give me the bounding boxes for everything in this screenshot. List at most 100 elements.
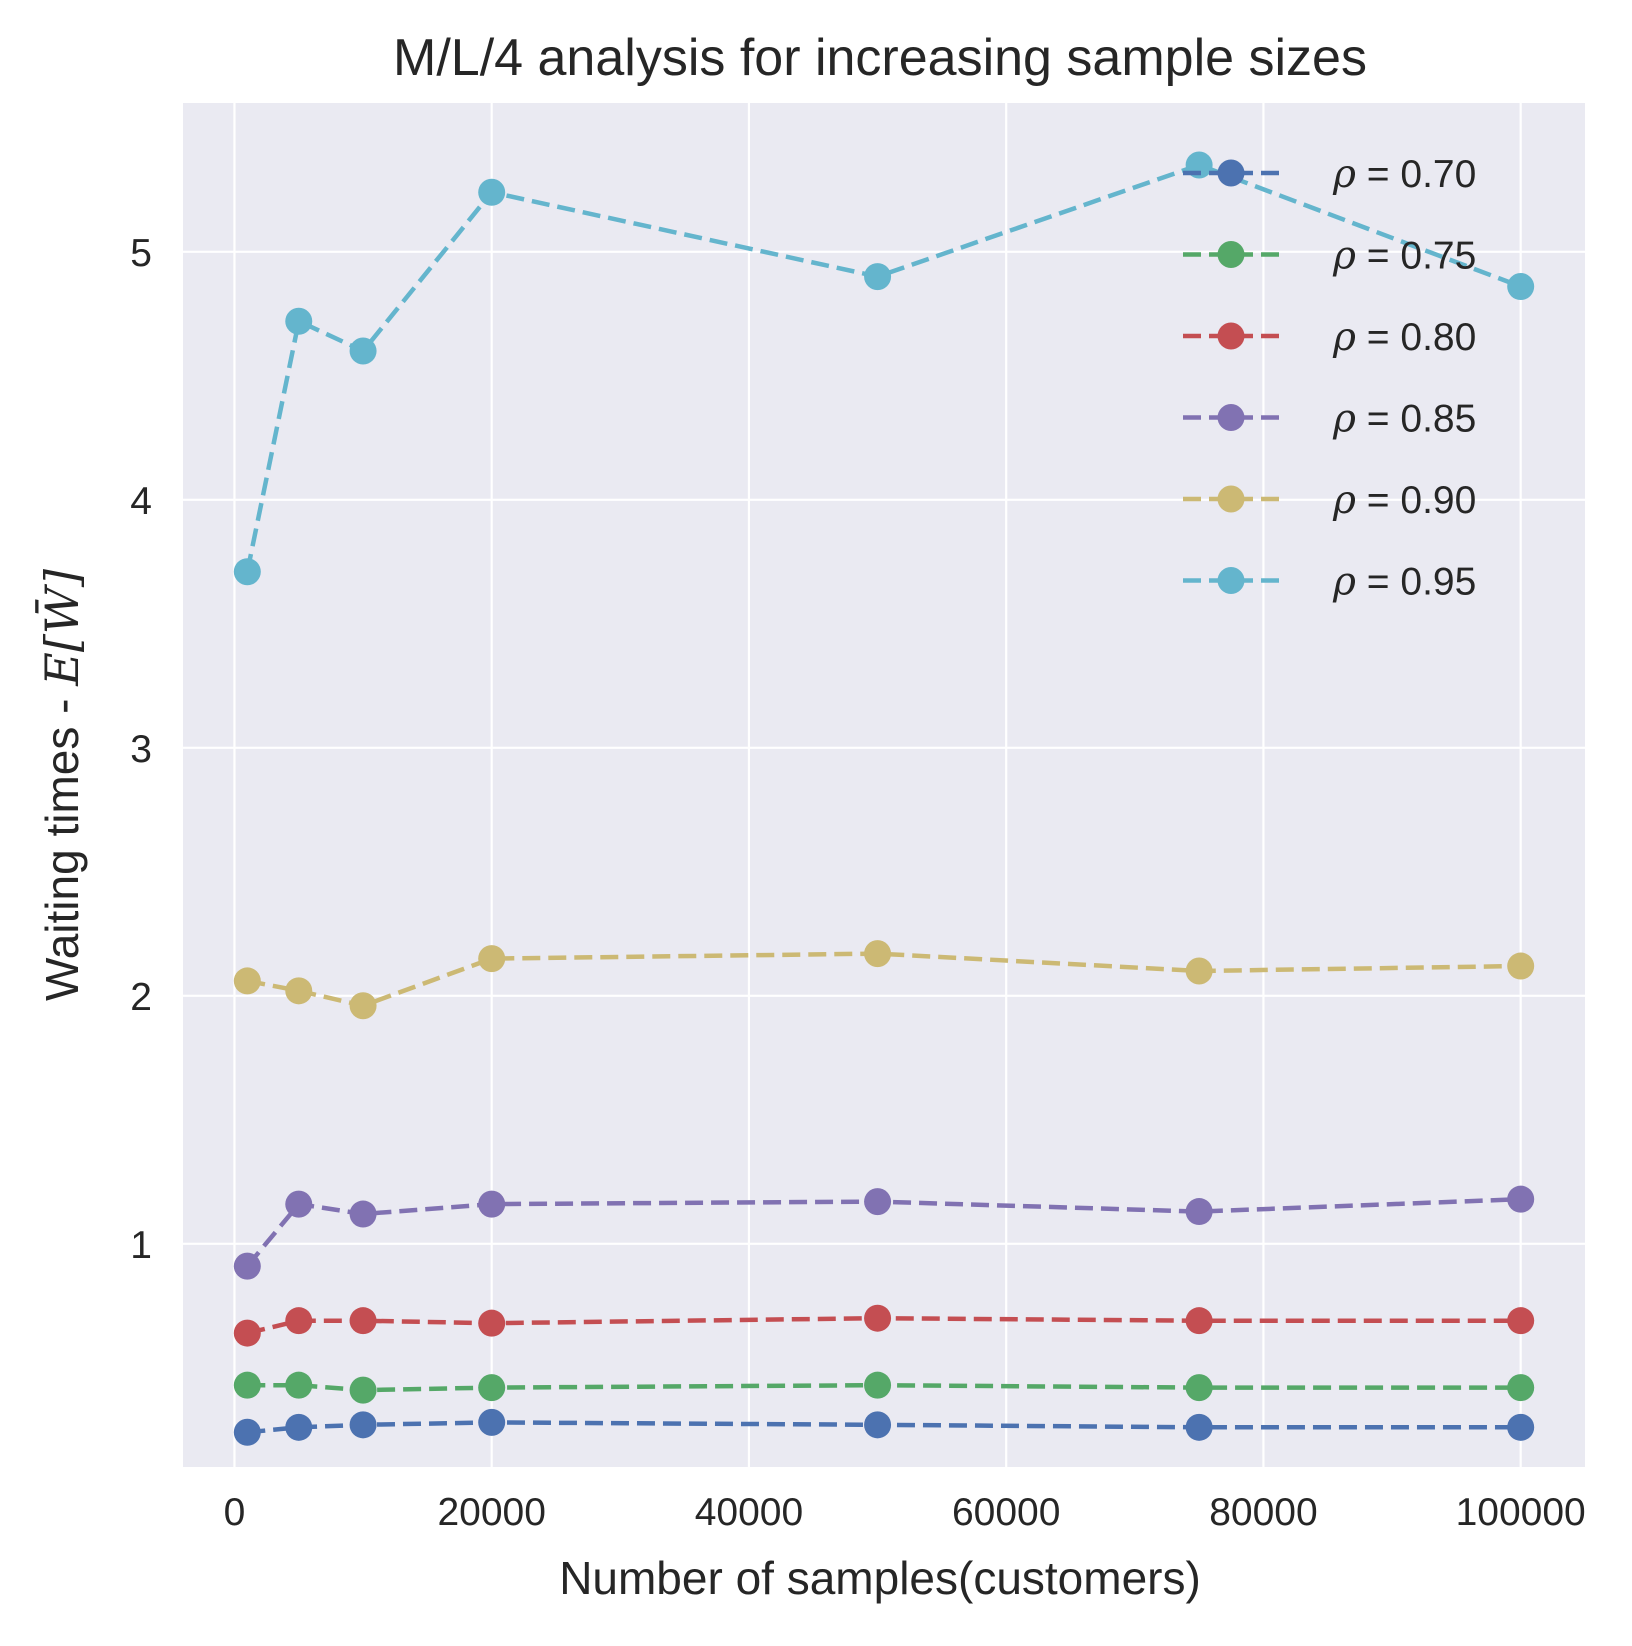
data-point (1507, 1413, 1535, 1441)
data-point (349, 1376, 377, 1404)
legend-entry: ρ = 0.90 (1183, 478, 1476, 523)
legend-symbol: ρ (1332, 152, 1356, 197)
data-point (285, 1307, 313, 1335)
legend: ρ = 0.70ρ = 0.75ρ = 0.80ρ = 0.85ρ = 0.90… (1183, 152, 1476, 605)
legend-label: ρ = 0.85 (1332, 397, 1476, 442)
legend-marker (1217, 404, 1245, 431)
y-tick-label: 5 (130, 232, 152, 275)
series-0.70 (233, 1408, 1535, 1446)
data-point (478, 178, 506, 206)
plot-area (183, 103, 1585, 1467)
data-point (864, 1304, 892, 1332)
legend-marker (1217, 567, 1245, 594)
legend-entry: ρ = 0.80 (1183, 315, 1476, 360)
legend-entry: ρ = 0.95 (1183, 560, 1476, 605)
legend-marker (1217, 485, 1245, 513)
legend-label: ρ = 0.95 (1332, 560, 1476, 605)
data-point (233, 558, 261, 586)
y-tick-label: 2 (130, 976, 152, 1019)
legend-equals: = (1356, 153, 1400, 196)
data-point (478, 1374, 506, 1402)
data-point (1185, 1307, 1213, 1335)
legend-symbol: ρ (1332, 560, 1356, 605)
x-tick-labels: 0 20000 40000 60000 80000 100000 (224, 1491, 1586, 1534)
y-tick-labels: 1 2 3 4 5 (130, 232, 152, 1267)
legend-symbol: ρ (1332, 478, 1356, 523)
data-point (233, 1319, 261, 1347)
data-point (478, 1190, 506, 1218)
data-point (864, 1371, 892, 1399)
legend-symbol: ρ (1332, 234, 1356, 279)
x-tick-label: 20000 (437, 1491, 545, 1534)
y-tick-label: 1 (130, 1224, 152, 1267)
data-point (349, 1411, 377, 1439)
data-point (285, 1190, 313, 1218)
legend-value: 0.90 (1400, 479, 1476, 522)
x-tick-label: 60000 (952, 1491, 1060, 1534)
data-point (349, 992, 377, 1020)
legend-value: 0.75 (1400, 235, 1476, 278)
data-point (478, 1309, 506, 1337)
data-point (864, 940, 892, 968)
data-point (1185, 1413, 1213, 1441)
x-axis-label: Number of samples(customers) (559, 1552, 1201, 1604)
legend-value: 0.80 (1400, 316, 1476, 359)
legend-marker (1217, 159, 1245, 187)
data-point (349, 1307, 377, 1335)
data-point (1507, 1185, 1535, 1213)
x-tick-label: 40000 (695, 1491, 803, 1534)
data-point (285, 307, 313, 335)
legend-label: ρ = 0.90 (1332, 478, 1476, 523)
legend-equals: = (1356, 479, 1400, 522)
data-point (478, 945, 506, 973)
data-point (233, 1371, 261, 1399)
y-axis-label: Waiting times - E[W̄] (34, 569, 89, 1001)
series-0.95 (233, 151, 1535, 586)
data-point (1507, 273, 1535, 301)
legend-entry: ρ = 0.70 (1183, 152, 1476, 197)
data-point (1185, 1374, 1213, 1402)
y-axis-label-math: E[W̄] (34, 569, 89, 687)
legend-entry: ρ = 0.85 (1183, 397, 1476, 442)
data-point (864, 1411, 892, 1439)
chart-title: M/L/4 analysis for increasing sample siz… (393, 29, 1367, 87)
series-0.75 (233, 1371, 1535, 1404)
legend-label: ρ = 0.70 (1332, 152, 1476, 197)
legend-equals: = (1356, 398, 1400, 441)
legend-marker (1217, 322, 1245, 350)
series-0.80 (233, 1304, 1535, 1347)
legend-equals: = (1356, 316, 1400, 359)
legend-value: 0.95 (1400, 561, 1476, 604)
legend-value: 0.85 (1400, 398, 1476, 441)
legend-label: ρ = 0.75 (1332, 234, 1476, 279)
data-point (1507, 1307, 1535, 1335)
data-point (864, 1188, 892, 1216)
grid-lines (183, 103, 1585, 1467)
data-point (1185, 1198, 1213, 1226)
legend-equals: = (1356, 561, 1400, 604)
data-point (233, 967, 261, 995)
legend-marker (1217, 241, 1245, 268)
data-point (233, 1252, 261, 1280)
data-point (285, 1413, 313, 1441)
legend-symbol: ρ (1332, 397, 1356, 442)
y-axis-label-prefix: Waiting times - (36, 686, 88, 1001)
legend-value: 0.70 (1400, 153, 1476, 196)
data-point (1185, 957, 1213, 985)
data-point (1507, 952, 1535, 980)
data-point (233, 1418, 261, 1446)
series-0.90 (233, 940, 1535, 1020)
legend-equals: = (1356, 235, 1400, 278)
series-layer (233, 151, 1535, 1446)
x-tick-label: 80000 (1209, 1491, 1317, 1534)
series-0.85 (233, 1185, 1535, 1280)
legend-entry: ρ = 0.75 (1183, 234, 1476, 279)
data-point (478, 1408, 506, 1436)
data-point (1507, 1374, 1535, 1402)
legend-symbol: ρ (1332, 315, 1356, 360)
y-tick-label: 3 (130, 728, 152, 771)
x-tick-label: 0 (224, 1491, 246, 1534)
data-point (349, 337, 377, 365)
y-tick-label: 4 (130, 480, 152, 523)
